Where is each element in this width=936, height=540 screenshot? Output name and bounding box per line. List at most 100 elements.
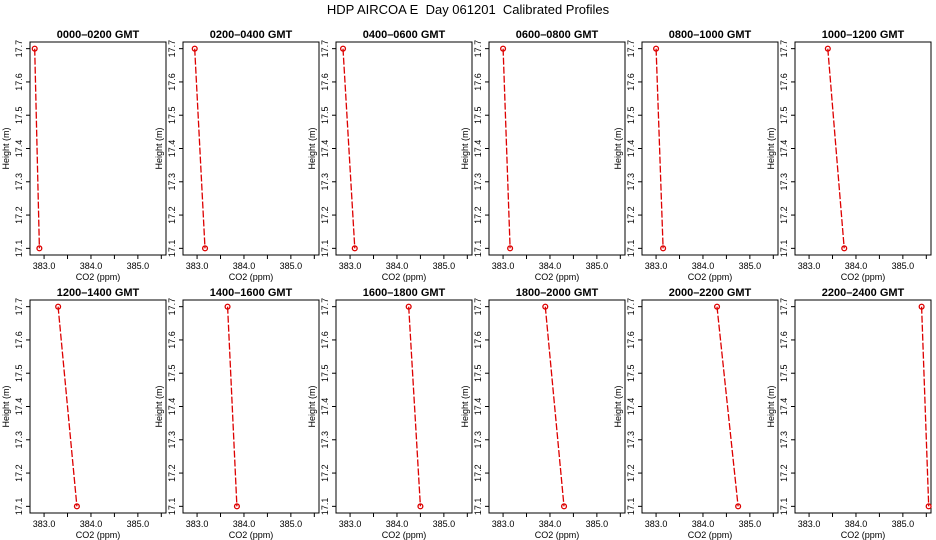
y-tick-label: 17.7 <box>14 298 24 316</box>
x-tick-label: 384.0 <box>845 261 868 271</box>
y-tick-label: 17.4 <box>473 398 483 416</box>
panel-title: 1000–1200 GMT <box>822 29 905 41</box>
series-line <box>827 48 845 249</box>
x-tick-label: 383.0 <box>33 519 56 529</box>
x-tick-label: 383.0 <box>798 261 821 271</box>
y-tick-label: 17.2 <box>473 464 483 482</box>
y-tick-label: 17.4 <box>167 398 177 416</box>
y-tick-label: 17.5 <box>167 364 177 382</box>
y-tick-label: 17.3 <box>473 431 483 449</box>
y-tick-label: 17.5 <box>779 106 789 124</box>
y-tick-label: 17.3 <box>779 431 789 449</box>
series-line <box>194 48 206 249</box>
y-tick-label: 17.6 <box>473 73 483 91</box>
y-tick-label: 17.2 <box>320 464 330 482</box>
plot-frame <box>794 41 932 256</box>
plot-frame <box>794 299 932 514</box>
y-axis-label: Height (m) <box>460 127 470 169</box>
y-tick-label: 17.4 <box>167 140 177 158</box>
data-point <box>36 245 43 252</box>
x-tick-label: 385.0 <box>739 519 762 529</box>
y-tick-label: 17.1 <box>14 240 24 258</box>
y-tick-label: 17.4 <box>473 140 483 158</box>
panel-title: 1800–2000 GMT <box>516 287 599 299</box>
x-tick-label: 383.0 <box>645 519 668 529</box>
series-line <box>34 48 41 249</box>
y-tick-label: 17.7 <box>626 298 636 316</box>
y-tick-label: 17.5 <box>473 106 483 124</box>
series-line <box>342 48 356 249</box>
y-tick-label: 17.3 <box>779 173 789 191</box>
y-axis-label: Height (m) <box>613 127 623 169</box>
chart-panel: 0200–0400 GMT 383.0 384.0 385.0 17.1 17.2 17.3… <box>154 29 320 282</box>
data-point <box>841 245 848 252</box>
panel-title: 0200–0400 GMT <box>210 29 293 41</box>
y-tick-label: 17.5 <box>320 364 330 382</box>
y-tick-label: 17.6 <box>626 73 636 91</box>
x-tick-label: 385.0 <box>433 519 456 529</box>
panel-title: 1400–1600 GMT <box>210 287 293 299</box>
data-point <box>31 45 38 52</box>
y-tick-label: 17.1 <box>473 498 483 516</box>
x-tick-label: 383.0 <box>339 519 362 529</box>
y-tick-label: 17.6 <box>779 73 789 91</box>
y-tick-label: 17.6 <box>779 331 789 349</box>
y-tick-label: 17.5 <box>167 106 177 124</box>
y-tick-label: 17.4 <box>320 140 330 158</box>
y-tick-label: 17.2 <box>320 206 330 224</box>
data-point <box>405 303 412 310</box>
chart-panel: 1200–1400 GMT 383.0 384.0 385.0 17.1 17.2 17.3… <box>1 287 167 540</box>
y-tick-label: 17.3 <box>167 431 177 449</box>
x-tick-label: 383.0 <box>492 261 515 271</box>
x-tick-label: 384.0 <box>386 261 409 271</box>
plot-frame <box>335 299 473 514</box>
x-tick-label: 384.0 <box>80 519 103 529</box>
y-tick-label: 17.2 <box>626 464 636 482</box>
y-tick-label: 17.5 <box>779 364 789 382</box>
chart-panel: 0800–1000 GMT 383.0 384.0 385.0 17.1 17.2 17.3… <box>613 29 779 282</box>
x-tick-label: 383.0 <box>798 519 821 529</box>
plot-frame <box>335 41 473 256</box>
y-axis-label: Height (m) <box>154 127 164 169</box>
y-tick-label: 17.1 <box>626 240 636 258</box>
data-point <box>653 45 660 52</box>
data-point <box>925 503 932 510</box>
data-point <box>339 45 347 52</box>
data-point <box>918 303 925 310</box>
y-tick-label: 17.1 <box>779 498 789 516</box>
page-title: HDP AIRCOA E Day 061201 Calibrated Profi… <box>326 2 610 17</box>
y-tick-label: 17.1 <box>626 498 636 516</box>
y-tick-label: 17.2 <box>779 206 789 224</box>
data-point <box>191 45 198 52</box>
series-line <box>57 306 78 507</box>
y-tick-label: 17.1 <box>167 498 177 516</box>
data-point <box>351 245 358 252</box>
y-tick-label: 17.2 <box>167 206 177 224</box>
chart-panel: 0600–0800 GMT 383.0 384.0 385.0 17.1 17.2 17.3… <box>460 29 626 282</box>
x-axis-label: CO2 (ppm) <box>841 272 886 282</box>
series-line <box>544 306 565 507</box>
y-tick-label: 17.5 <box>473 364 483 382</box>
data-point <box>55 303 62 310</box>
x-axis-label: CO2 (ppm) <box>229 530 274 540</box>
y-tick-label: 17.7 <box>779 40 789 58</box>
panel-title: 0400–0600 GMT <box>363 29 446 41</box>
panel-title: 0000–0200 GMT <box>57 29 140 41</box>
y-tick-label: 17.3 <box>14 431 24 449</box>
x-tick-label: 383.0 <box>186 261 209 271</box>
y-tick-label: 17.7 <box>320 40 330 58</box>
x-tick-label: 385.0 <box>127 519 150 529</box>
y-tick-label: 17.2 <box>14 206 24 224</box>
panel-title: 0800–1000 GMT <box>669 29 752 41</box>
plot-frame <box>182 299 320 514</box>
plot-frame <box>641 299 779 514</box>
data-point <box>73 503 80 510</box>
y-tick-label: 17.6 <box>473 331 483 349</box>
plot-frame <box>29 299 167 514</box>
chart-panel: 1000–1200 GMT 383.0 384.0 385.0 17.1 17.2 17.3… <box>766 29 932 282</box>
x-axis-label: CO2 (ppm) <box>382 530 427 540</box>
x-tick-label: 385.0 <box>433 261 456 271</box>
chart-panel: 2000–2200 GMT 383.0 384.0 385.0 17.1 17.2 17.3… <box>613 287 779 540</box>
data-point <box>542 303 549 310</box>
y-tick-label: 17.2 <box>779 464 789 482</box>
